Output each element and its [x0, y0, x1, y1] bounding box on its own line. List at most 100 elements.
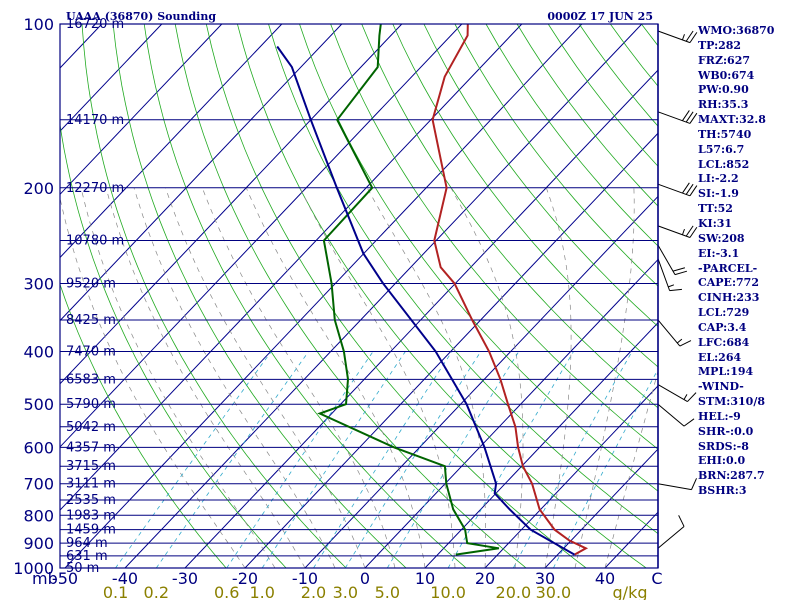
mixing-ratio-line [512, 351, 633, 568]
height-label: 2535 m [66, 493, 116, 508]
x-tick-label: 20 [475, 569, 495, 588]
mixing-ratio-tick-label: 30.0 [536, 583, 572, 600]
dry-adiabat-line [205, 24, 587, 568]
isotherm-line [184, 69, 658, 568]
x-tick-label: -40 [112, 569, 138, 588]
isotherm-line [424, 322, 658, 568]
moist-adiabat-line [604, 369, 658, 568]
index-item: LFC:684 [698, 335, 750, 349]
y-tick-label: 300 [23, 275, 54, 294]
dry-adiabat-line [60, 283, 227, 568]
isotherm-line [60, 24, 283, 259]
index-item: HEL:-9 [698, 409, 741, 423]
isotherm-line [124, 24, 643, 568]
wind-barb-flag [685, 183, 694, 195]
index-item: EI:-3.1 [698, 246, 740, 260]
index-item: MPL:194 [698, 365, 754, 379]
mixing-ratio-tick-label: 0.1 [103, 583, 128, 600]
height-label: 964 m [66, 536, 108, 551]
wind-barb-flag [672, 267, 686, 272]
wind-barb-flag [689, 32, 698, 43]
dry-adiabat-line [330, 24, 658, 450]
index-item: -WIND- [698, 380, 744, 394]
height-label: 50 m [66, 561, 99, 576]
dry-adiabat-line [392, 24, 658, 368]
mixing-ratio-tick-label: 0.6 [214, 583, 239, 600]
height-label: 16720 m [66, 17, 124, 32]
height-label: 631 m [66, 549, 108, 564]
moist-adiabat-line [165, 187, 366, 568]
isotherm-line [60, 24, 403, 385]
wind-barb-flag [678, 515, 685, 527]
height-label: 9520 m [66, 277, 116, 292]
wind-barb-staff [657, 403, 685, 427]
height-label: 12270 m [66, 181, 124, 196]
index-item: MAXT:32.8 [698, 113, 766, 127]
index-item: TH:5740 [698, 127, 752, 141]
dry-adiabat-line [81, 24, 347, 568]
y-tick-label: 800 [23, 506, 54, 525]
wind-barb-staff [657, 526, 685, 549]
height-label: 1983 m [66, 508, 116, 523]
index-item: SHR-:0.0 [698, 424, 754, 438]
isotherm-line [60, 24, 163, 132]
indices-panel: WMO:36870 TP:282 FRZ:627 WB0:674 PW:0.90 RH:3… [698, 24, 800, 499]
index-item: TP:282 [698, 38, 742, 52]
mixing-ratio-tick-label: 2.0 [301, 583, 326, 600]
mixing-ratio-unit-label: g/kg [613, 583, 648, 600]
wind-barb-flag [689, 226, 698, 238]
index-item: FRZ:627 [698, 53, 751, 67]
wind-barb-staff [657, 258, 671, 291]
height-label: 6583 m [66, 372, 116, 387]
wind-barb-flag [687, 392, 697, 402]
moist-adiabat-line [133, 187, 336, 568]
mixing-ratio-line [386, 351, 520, 568]
x-axis-end-label: C [651, 569, 662, 588]
isotherm-line [60, 24, 223, 196]
x-tick-label: 10 [415, 569, 435, 588]
mixing-ratio-tick-label: 5.0 [375, 583, 400, 600]
index-item: WMO:36870 [698, 24, 775, 37]
y-tick-label: 900 [23, 534, 54, 553]
wind-barb-staff [657, 384, 688, 402]
y-tick-label: 600 [23, 438, 54, 457]
index-item: -PARCEL- [698, 261, 758, 275]
mixing-ratio-tick-label: 3.0 [333, 583, 358, 600]
index-item: KI:31 [698, 216, 733, 230]
wind-barb-flag [669, 288, 682, 292]
index-item: LI:-2.2 [698, 172, 739, 186]
dry-adiabat-line [174, 24, 527, 568]
x-tick-label: -10 [292, 569, 318, 588]
index-item: CINH:233 [698, 291, 760, 305]
wind-barb-staff [657, 30, 691, 44]
height-label: 4357 m [66, 440, 116, 455]
wind-barb-flag [691, 478, 697, 490]
sounding-series-0 [431, 24, 589, 556]
y-tick-label: 200 [23, 179, 54, 198]
index-item: SI:-1.9 [698, 187, 739, 201]
dry-adiabat-line [268, 24, 658, 535]
sounding-series-1 [317, 24, 500, 556]
x-tick-label: 0 [360, 569, 370, 588]
index-item: STM:310/8 [698, 395, 765, 409]
height-label: 10780 m [66, 233, 124, 248]
chart-title: UAAA (36870) Sounding [66, 10, 216, 23]
wind-barb-half-flag [681, 228, 685, 235]
index-item: LCL:729 [698, 306, 750, 320]
moist-adiabat-line [245, 187, 426, 568]
dry-adiabat-line [112, 24, 407, 568]
wind-barb-staff [657, 244, 676, 275]
dry-adiabat-line [60, 122, 287, 568]
index-item: BRN:287.7 [698, 469, 765, 483]
index-item: CAPE:772 [698, 276, 759, 290]
index-item: SRDS:-8 [698, 439, 749, 453]
isotherm-line [544, 448, 658, 568]
y-axis-label: mb [32, 569, 58, 588]
index-item: BSHR:3 [698, 484, 747, 498]
dry-adiabat-line [423, 24, 658, 327]
y-tick-label: 100 [23, 15, 54, 34]
wind-barb-flag [685, 111, 694, 123]
dry-adiabat-line [361, 24, 658, 409]
x-tick-label: 40 [595, 569, 615, 588]
